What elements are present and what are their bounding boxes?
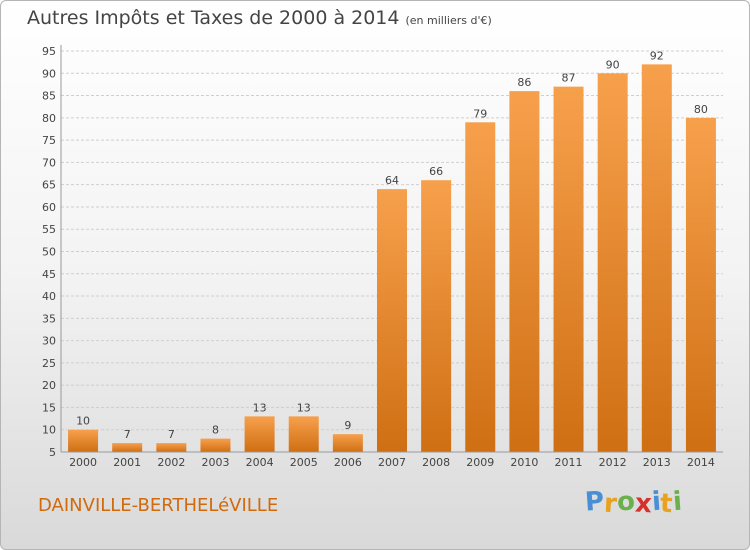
x-tick-label: 2012 (599, 456, 627, 469)
logo-letter: x (633, 488, 653, 520)
title-text: Autres Impôts et Taxes de 2000 à 2014 (27, 7, 400, 29)
logo-letter: P (583, 486, 606, 518)
y-tick-label: 5 (49, 446, 56, 459)
bar (509, 91, 540, 452)
x-tick-label: 2006 (334, 456, 362, 469)
y-tick-label: 25 (42, 357, 56, 370)
data-label: 86 (517, 76, 531, 89)
bar (332, 434, 363, 452)
x-tick-label: 2007 (378, 456, 406, 469)
x-tick-label: 2013 (643, 456, 671, 469)
bar (465, 122, 496, 453)
data-label: 7 (124, 428, 131, 441)
bars (68, 64, 716, 453)
y-tick-label: 15 (42, 401, 56, 414)
bar (641, 64, 672, 452)
bar (156, 443, 187, 452)
y-tick-label: 40 (42, 290, 56, 303)
logo-letter: o (615, 486, 636, 518)
data-label: 64 (385, 174, 399, 187)
y-tick-label: 50 (42, 246, 56, 259)
bar (68, 429, 99, 452)
x-tick-label: 2002 (157, 456, 185, 469)
x-tick-label: 2003 (201, 456, 229, 469)
y-tick-label: 20 (42, 379, 56, 392)
y-tick-label: 35 (42, 312, 56, 325)
data-label: 90 (606, 58, 620, 71)
y-tick-label: 80 (42, 112, 56, 125)
y-axis-tick-labels: 5 10 15 20 25 30 35 40 45 50 55 60 65 70 75 80 85 90 95 (42, 45, 56, 459)
x-tick-label: 2009 (466, 456, 494, 469)
data-label: 13 (253, 401, 267, 414)
x-tick-label: 2001 (113, 456, 141, 469)
x-tick-label: 2014 (687, 456, 715, 469)
bar (244, 416, 275, 452)
data-label: 80 (694, 103, 708, 116)
y-tick-label: 95 (42, 45, 56, 58)
y-tick-label: 65 (42, 179, 56, 192)
y-tick-label: 30 (42, 335, 56, 348)
data-label: 13 (297, 401, 311, 414)
x-tick-label: 2011 (555, 456, 583, 469)
data-label: 8 (212, 424, 219, 437)
data-labels: 10 7 7 8 13 13 9 64 66 79 86 87 90 92 80 (76, 49, 708, 441)
bar (685, 117, 716, 452)
data-label: 92 (650, 49, 664, 62)
data-label: 9 (344, 419, 351, 432)
x-tick-label: 2005 (290, 456, 318, 469)
y-tick-label: 85 (42, 90, 56, 103)
chart-title: Autres Impôts et Taxes de 2000 à 2014 (en… (27, 7, 492, 29)
bar (112, 443, 143, 452)
bar (288, 416, 319, 452)
bar (200, 438, 231, 452)
x-tick-label: 2004 (246, 456, 274, 469)
x-axis-tick-labels: 2000 2001 2002 2003 2004 2005 2006 2007 2008 2009… (69, 456, 715, 469)
x-tick-label: 2000 (69, 456, 97, 469)
data-label: 79 (473, 107, 487, 120)
logo-letter: i (671, 486, 683, 518)
unit-text: (en milliers d'€) (405, 14, 492, 27)
y-tick-label: 10 (42, 424, 56, 437)
proxiti-logo: Proxiti (583, 486, 683, 520)
commune-name: DAINVILLE-BERTHELéVILLE (38, 495, 279, 516)
bar (597, 73, 628, 453)
x-tick-label: 2010 (510, 456, 538, 469)
bar (377, 189, 407, 452)
data-label: 87 (562, 72, 576, 85)
data-label: 7 (168, 428, 175, 441)
bar (421, 180, 452, 452)
y-tick-label: 60 (42, 201, 56, 214)
data-label: 66 (429, 165, 443, 178)
y-tick-label: 70 (42, 156, 56, 169)
y-tick-label: 45 (42, 268, 56, 281)
data-label: 10 (76, 415, 90, 428)
y-tick-label: 90 (42, 67, 56, 80)
y-tick-label: 75 (42, 134, 56, 147)
bar (553, 86, 584, 453)
x-tick-label: 2008 (422, 456, 450, 469)
y-tick-label: 55 (42, 223, 56, 236)
axes (60, 45, 723, 453)
